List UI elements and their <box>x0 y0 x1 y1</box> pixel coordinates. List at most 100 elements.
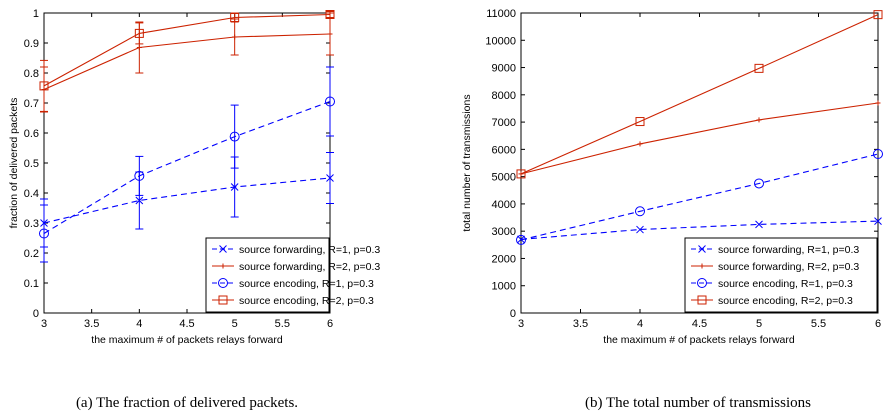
panel-b-legend-label-2: source encoding, R=1, p=0.3 <box>718 278 853 290</box>
panel-a-series-3-point-0 <box>39 81 49 91</box>
panel-b-series-2-point-2 <box>754 178 764 189</box>
panel-a-series-2-point-1-shape <box>134 170 145 181</box>
panel-a-series-3-errorbar-3 <box>326 11 334 18</box>
panel-a-series-0-point-2-stroke-2 <box>230 183 239 191</box>
panel-a-legend-label-2: source encoding, R=1, p=0.3 <box>239 278 374 290</box>
panel-a-series-3 <box>39 10 335 112</box>
panel-a-series-3-point-2-shape <box>230 13 240 22</box>
panel-b-xtick-label-6: 6 <box>875 318 881 330</box>
panel-b-series-1 <box>518 100 881 177</box>
panel-b-ticks: 3 3.5 4 4.5 5 5.5 6 0 1000 2000 3000 4000 5000 6000 70… <box>485 8 881 330</box>
panel-a-xtick-label-1: 3.5 <box>84 318 99 330</box>
panel-b-series-0-point-3 <box>874 217 882 225</box>
panel-a-series-1-point-3 <box>327 31 333 37</box>
panel-a-ytick-label-4: 0.4 <box>24 188 39 200</box>
panel-b-xtick-label-5: 5.5 <box>811 318 826 330</box>
panel-a-ytick-label-0: 0 <box>33 308 39 320</box>
panel-a-legend-label-1: source forwarding, R=2, p=0.3 <box>239 261 380 273</box>
panel-b-legend-label-1: source forwarding, R=2, p=0.3 <box>718 261 859 273</box>
panel-b-ytick-label-9: 9000 <box>492 63 516 75</box>
panel-b-series-2-point-3 <box>873 149 883 159</box>
panel-b-series-2-point-1 <box>635 206 645 217</box>
panel-b-series-1-line <box>520 102 879 175</box>
panel-a-xtick-label-0: 3 <box>41 318 47 330</box>
panel-a-legend: source forwarding, R=1, p=0.3 source forw… <box>205 237 380 313</box>
panel-a-series-3-point-1 <box>134 28 144 38</box>
panel-b-series-3-point-0-shape <box>516 169 526 179</box>
legend-swatch-marker <box>219 245 227 253</box>
panel-b-xtick-label-0: 3 <box>518 318 524 330</box>
panel-a-series-0-point-1 <box>135 196 144 205</box>
legend-swatch-marker <box>697 295 707 305</box>
panel-a-legend-entry-3: source encoding, R=2, p=0.3 <box>212 295 374 307</box>
panel-a-series-0-point-1-stroke-2 <box>135 196 144 205</box>
panel-b-x-label: the maximum # of packets relays forward <box>603 334 795 346</box>
panel-b-series-1-point-0 <box>518 171 524 177</box>
panel-a-ytick-label-2: 0.2 <box>24 248 39 260</box>
legend-swatch-marker <box>698 245 706 253</box>
panel-b-legend-entry-3: source encoding, R=2, p=0.3 <box>691 295 853 307</box>
panel-a-series-0-point-3 <box>326 174 334 182</box>
legend-swatch-marker-shape <box>697 295 707 305</box>
panel-a-series-3-point-2 <box>230 13 240 22</box>
panel-b-series-2 <box>516 149 883 245</box>
panel-a-ticks: 3 3.5 4 4.5 5 5.5 6 0 0.1 0.2 0.3 0.4 0.5 0.6 0.7 0.8 0.… <box>24 8 333 330</box>
panel-b-ytick-label-5: 5000 <box>492 172 516 184</box>
panel-b-series-2-line <box>520 153 879 241</box>
panel-b: 3 3.5 4 4.5 5 5.5 6 0 1000 2000 3000 4000 5000 6000 70… <box>461 8 883 411</box>
panel-a-series-1-point-1 <box>136 45 142 50</box>
panel-a-series-3-point-0-shape <box>39 81 49 91</box>
panel-a-series-2-point-3-shape <box>325 96 335 107</box>
panel-a-series-1-line <box>43 33 331 91</box>
panel-b-series-0-point-1-stroke-2 <box>636 225 644 234</box>
panel-b-ytick-label-10: 10000 <box>485 35 516 47</box>
legend-swatch-marker-shape <box>218 278 228 288</box>
panel-b-plot-area <box>516 10 883 245</box>
panel-b-series-0-point-1 <box>636 225 644 234</box>
panel-b-series-1-point-3 <box>875 100 881 106</box>
panel-a-series-2-point-2-shape <box>229 131 240 142</box>
panel-b-xtick-label-2: 4 <box>637 318 643 330</box>
panel-a-ytick-label-7: 0.7 <box>24 98 39 110</box>
panel-b-ytick-label-2: 2000 <box>492 253 516 265</box>
panel-a-xtick-label-6: 6 <box>327 318 333 330</box>
panel-b-series-2-point-3-shape <box>873 149 883 159</box>
panel-b-ytick-label-3: 3000 <box>492 226 516 238</box>
panel-a-xtick-label-3: 4.5 <box>179 318 194 330</box>
panel-b-series-3-point-2 <box>754 63 764 73</box>
panel-b-series-3-line <box>520 14 879 175</box>
panel-b-y-label: total number of transmissions <box>461 94 473 231</box>
panel-a-series-1-point-2 <box>232 34 238 40</box>
panel-b-ytick-label-7: 7000 <box>492 117 516 129</box>
panel-a-xtick-label-5: 5.5 <box>275 318 290 330</box>
panel-b-legend-entry-1: source forwarding, R=2, p=0.3 <box>691 261 859 273</box>
panel-b-series-2-point-1-shape <box>635 206 645 217</box>
panel-a-series-2-errorbar-2 <box>230 104 239 169</box>
panel-a: 3 3.5 4 4.5 5 5.5 6 0 0.1 0.2 0.3 0.4 0.5 0.6 0.7 0.8 0.… <box>8 8 380 411</box>
panel-a-plot-area <box>39 10 335 263</box>
panel-a-series-3-errorbar-0 <box>40 59 48 112</box>
legend-swatch-marker <box>699 263 705 269</box>
panel-a-legend-label-0: source forwarding, R=1, p=0.3 <box>239 244 380 256</box>
panel-b-series-0 <box>517 217 882 244</box>
panel-b-series-1-point-1 <box>637 141 643 147</box>
panel-a-ytick-label-1: 0.1 <box>24 278 39 290</box>
panel-b-xtick-label-4: 5 <box>756 318 762 330</box>
panel-b-legend-label-3: source encoding, R=2, p=0.3 <box>718 295 853 307</box>
panel-a-x-label: the maximum # of packets relays forward <box>91 334 283 346</box>
panel-b-series-3-point-0 <box>516 169 526 179</box>
panel-a-legend-entry-0: source forwarding, R=1, p=0.3 <box>212 244 380 256</box>
panel-a-caption: (a) The fraction of delivered packets. <box>76 395 298 411</box>
panel-a-series-2-errorbar-1 <box>135 155 144 196</box>
panel-a-series-2-line <box>43 100 331 234</box>
panel-a-ytick-label-9: 0.9 <box>24 38 39 50</box>
panel-a-ytick-label-10: 1 <box>33 8 39 20</box>
panel-b-series-0-point-2-stroke-2 <box>755 220 763 229</box>
panel-b-ytick-label-0: 0 <box>510 308 516 320</box>
panel-b-ytick-label-11: 11000 <box>486 8 516 20</box>
legend-swatch-marker-shape <box>218 295 228 305</box>
panel-b-series-3-point-2-shape <box>754 63 764 73</box>
panel-b-ytick-label-6: 6000 <box>492 144 516 156</box>
panel-b-ytick-label-4: 4000 <box>492 199 516 211</box>
